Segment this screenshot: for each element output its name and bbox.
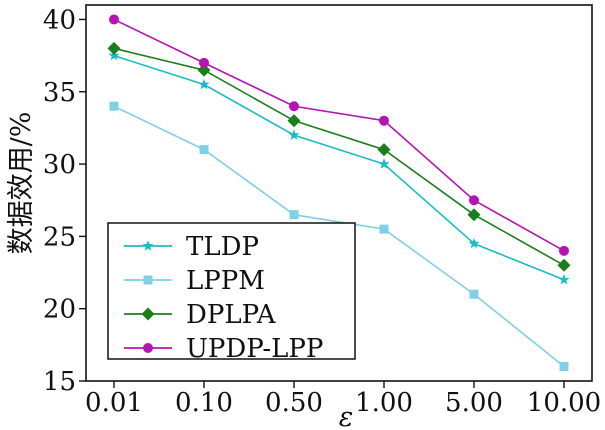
legend-marker: [143, 343, 153, 353]
data-point-tldp: [108, 49, 120, 61]
series-dplpa: [107, 41, 571, 272]
data-point-updp-lpp: [379, 115, 389, 126]
data-point-updp-lpp: [289, 101, 299, 112]
data-point-updp-lpp: [469, 195, 479, 206]
x-tick-label: 1.00: [355, 388, 413, 418]
data-point-tldp: [198, 78, 210, 90]
series-line-dplpa: [113, 47, 565, 267]
data-point-updp-lpp: [559, 245, 569, 256]
legend-item-lppm: LPPM: [124, 266, 265, 296]
x-tick-label: 0.50: [265, 388, 323, 418]
data-point-updp-lpp: [199, 57, 209, 68]
x-tick-label: 10.00: [527, 388, 601, 418]
series-line-tldp: [113, 54, 565, 281]
x-tick-label: 5.00: [445, 388, 503, 418]
data-point-lppm: [379, 224, 389, 234]
data-point-updp-lpp: [109, 14, 119, 25]
data-point-dplpa: [557, 258, 571, 272]
legend-label: DPLPA: [186, 300, 277, 330]
series-group: [107, 14, 571, 372]
legend-label: TLDP: [186, 232, 259, 262]
series-lppm: [109, 101, 569, 372]
plot-frame: [85, 4, 593, 382]
y-tick-label: 25: [43, 222, 76, 252]
y-tick-label: 35: [43, 78, 76, 108]
x-axis-label: ε: [339, 402, 354, 430]
legend-marker: [142, 240, 154, 251]
data-point-lppm: [559, 362, 569, 372]
data-point-lppm: [289, 210, 299, 220]
x-tick-label: 0.01: [85, 388, 143, 418]
y-axis-ticks: 15 20 25 30 35 40: [43, 5, 86, 397]
y-tick-label: 20: [43, 295, 76, 325]
x-tick-label: 0.10: [175, 388, 233, 418]
legend-item-updp-lpp: UPDP-LPP: [124, 334, 323, 364]
data-point-dplpa: [287, 114, 301, 128]
legend-label: UPDP-LPP: [186, 334, 323, 364]
data-point-dplpa: [377, 143, 391, 157]
y-tick-label: 30: [43, 150, 76, 180]
legend-item-tldp: TLDP: [124, 232, 259, 262]
data-point-tldp: [558, 273, 570, 285]
data-point-tldp: [468, 237, 480, 249]
legend-marker: [143, 275, 153, 285]
data-point-dplpa: [107, 41, 121, 55]
series-line-updp-lpp: [113, 18, 565, 252]
data-point-tldp: [378, 158, 390, 169]
y-tick-label: 40: [43, 5, 76, 35]
data-point-lppm: [199, 145, 209, 155]
legend-item-dplpa: DPLPA: [124, 300, 277, 330]
series-line-lppm: [113, 105, 565, 368]
data-point-dplpa: [197, 63, 211, 77]
data-point-lppm: [469, 289, 479, 299]
data-point-lppm: [109, 101, 119, 111]
legend-label: LPPM: [186, 266, 265, 296]
x-axis-ticks: 0.01 0.10 0.50 1.00 5.00 10.00: [85, 381, 601, 418]
data-point-dplpa: [467, 208, 481, 222]
y-tick-label: 15: [43, 367, 76, 397]
series-tldp: [108, 49, 570, 285]
data-point-tldp: [288, 129, 300, 140]
series-updp-lpp: [109, 14, 569, 256]
legend: TLDP LPPM DPLPA UPDP-LPP: [107, 222, 356, 364]
legend-marker: [141, 307, 155, 321]
y-axis-label: 数据效用/%: [6, 112, 37, 255]
